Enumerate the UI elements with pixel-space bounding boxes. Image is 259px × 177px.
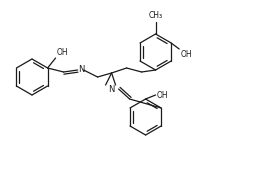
Text: OH: OH [157, 90, 168, 99]
Text: OH: OH [56, 48, 68, 57]
Text: N: N [78, 65, 85, 75]
Text: CH₃: CH₃ [148, 11, 163, 20]
Text: OH: OH [180, 50, 192, 59]
Text: N: N [108, 84, 114, 93]
